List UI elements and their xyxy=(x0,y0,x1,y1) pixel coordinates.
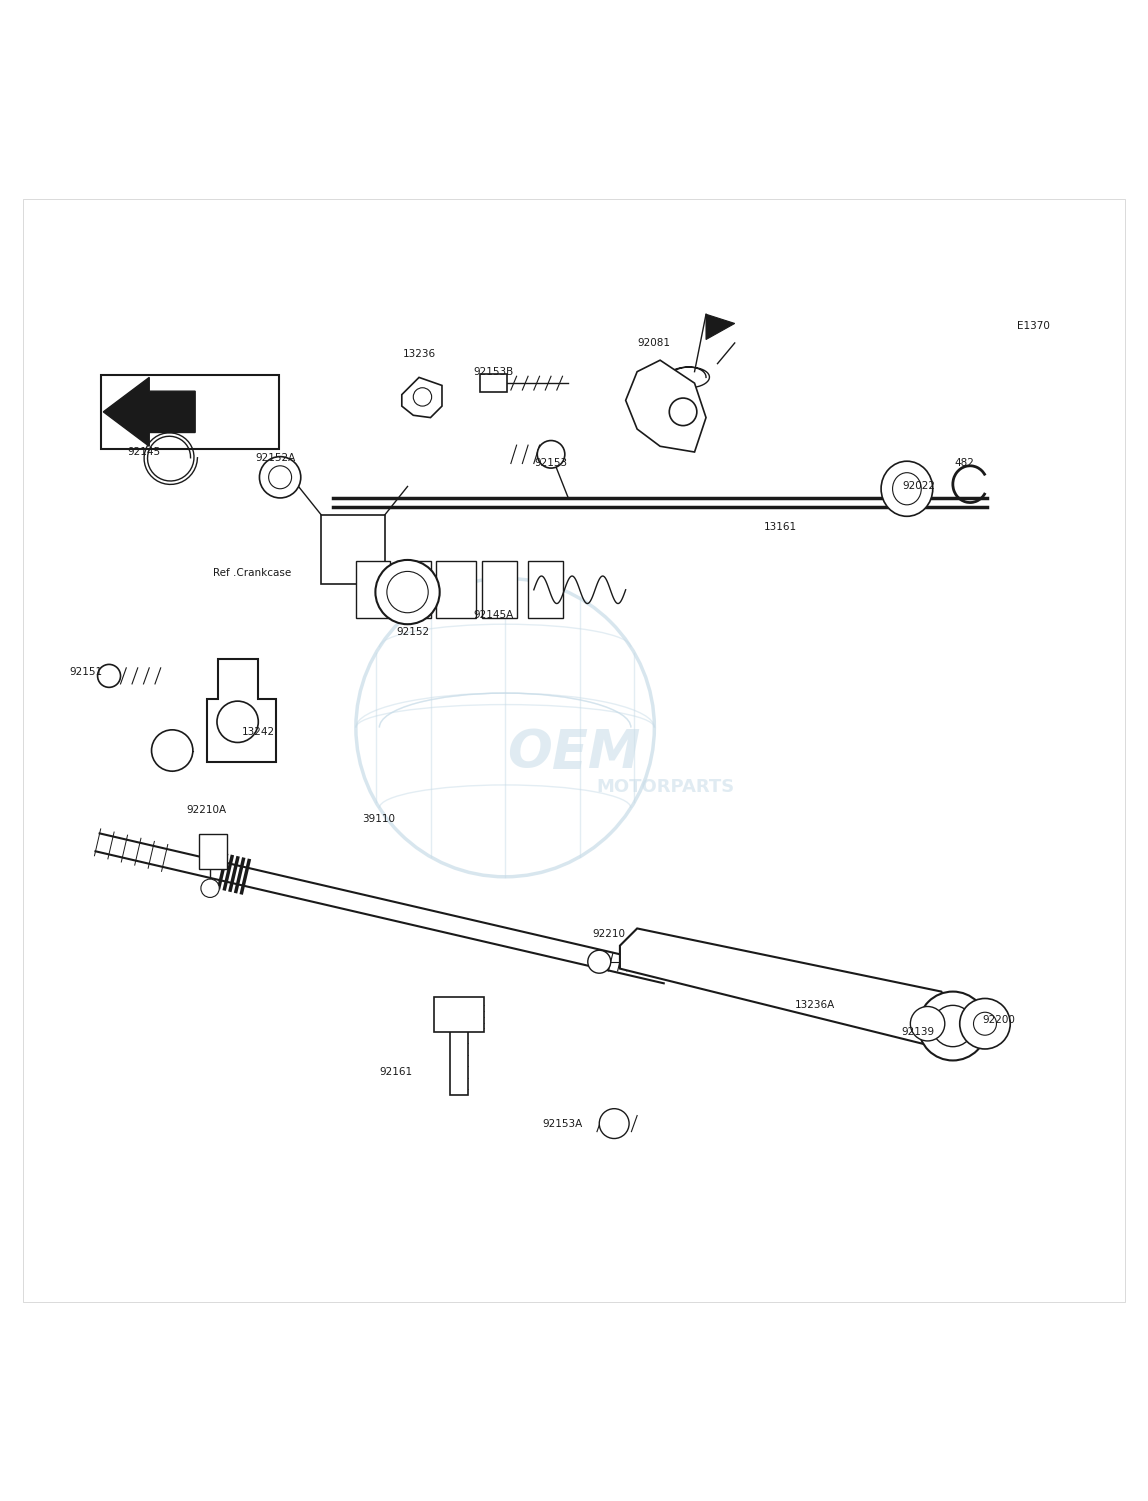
Text: 39110: 39110 xyxy=(363,815,395,824)
Text: 92081: 92081 xyxy=(638,338,670,348)
Polygon shape xyxy=(207,659,276,763)
Text: Ref .Crankcase: Ref .Crankcase xyxy=(214,567,292,578)
Circle shape xyxy=(259,456,301,498)
Text: 13236A: 13236A xyxy=(794,1000,836,1010)
Text: 482: 482 xyxy=(954,458,975,468)
Text: FRONT: FRONT xyxy=(211,405,259,419)
Polygon shape xyxy=(103,377,195,446)
Circle shape xyxy=(201,880,219,898)
Circle shape xyxy=(588,950,611,973)
Bar xyxy=(396,561,430,618)
Circle shape xyxy=(375,560,440,624)
Circle shape xyxy=(960,998,1010,1049)
Text: 13236: 13236 xyxy=(403,350,435,359)
Circle shape xyxy=(217,701,258,743)
Bar xyxy=(436,561,476,618)
Polygon shape xyxy=(706,314,735,339)
Circle shape xyxy=(918,992,987,1061)
Bar xyxy=(450,1015,468,1094)
Circle shape xyxy=(152,729,193,772)
Circle shape xyxy=(599,1109,629,1139)
Circle shape xyxy=(669,398,697,426)
Circle shape xyxy=(98,665,121,687)
Text: 92153: 92153 xyxy=(535,458,567,468)
Polygon shape xyxy=(620,929,959,1046)
Circle shape xyxy=(537,440,565,468)
Bar xyxy=(528,561,563,618)
Text: E1370: E1370 xyxy=(1017,321,1049,330)
Circle shape xyxy=(387,572,428,612)
Text: OEM: OEM xyxy=(507,726,641,779)
Polygon shape xyxy=(626,360,706,452)
Circle shape xyxy=(413,387,432,407)
Bar xyxy=(480,374,507,392)
Bar xyxy=(434,997,484,1031)
Text: 92200: 92200 xyxy=(983,1015,1015,1025)
Text: 92161: 92161 xyxy=(380,1067,412,1076)
Text: 13161: 13161 xyxy=(765,522,797,531)
Text: 92152: 92152 xyxy=(397,627,429,638)
Circle shape xyxy=(910,1007,945,1042)
Circle shape xyxy=(974,1012,996,1036)
Ellipse shape xyxy=(893,473,922,504)
Circle shape xyxy=(932,1006,974,1046)
Text: 92145A: 92145A xyxy=(473,609,514,620)
Ellipse shape xyxy=(882,461,933,516)
Text: 92210A: 92210A xyxy=(187,805,226,815)
Text: 92153A: 92153A xyxy=(542,1118,583,1129)
Circle shape xyxy=(269,465,292,489)
Polygon shape xyxy=(402,377,442,417)
Text: 92145: 92145 xyxy=(127,447,160,456)
Text: 92152A: 92152A xyxy=(255,453,296,462)
Text: 92022: 92022 xyxy=(902,482,934,491)
Bar xyxy=(199,835,227,869)
Bar xyxy=(356,561,390,618)
Text: 92151: 92151 xyxy=(70,668,102,677)
Text: 92139: 92139 xyxy=(902,1027,934,1037)
Text: 13242: 13242 xyxy=(242,726,274,737)
Text: 92153B: 92153B xyxy=(473,366,514,377)
Text: MOTORPARTS: MOTORPARTS xyxy=(597,778,735,796)
Bar xyxy=(321,515,385,584)
Text: 92210: 92210 xyxy=(592,929,625,940)
Bar xyxy=(101,375,279,449)
Bar xyxy=(482,561,517,618)
